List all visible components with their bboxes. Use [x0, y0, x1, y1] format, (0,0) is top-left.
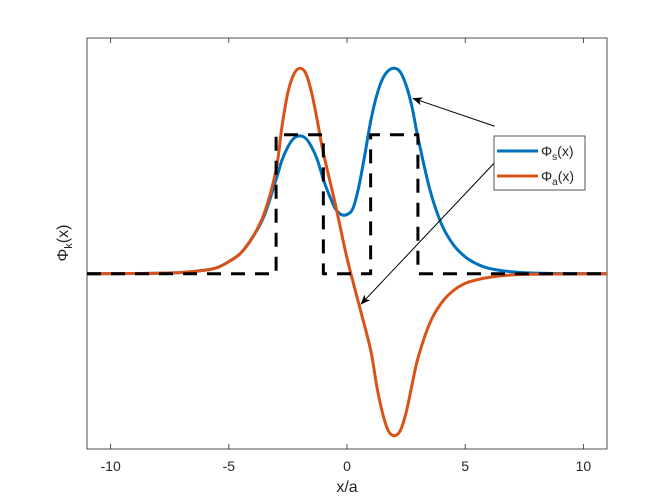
annotation-arrow-1	[360, 162, 496, 305]
tick-layer: -10 -5 0 5 10	[101, 38, 592, 474]
legend-label-s-suffix: (x)	[557, 143, 573, 159]
legend-label-s-sub: s	[552, 152, 557, 163]
legend-label-a-sub: a	[552, 177, 558, 188]
legend: Φs(x) Φa(x)	[493, 135, 586, 191]
x-tick-label: -10	[101, 458, 121, 474]
legend-label-s-base: Φ	[541, 143, 552, 159]
legend-label-s: Φs(x)	[541, 143, 574, 163]
legend-label-a: Φa(x)	[541, 168, 574, 188]
potential-dashed-line	[87, 133, 607, 276]
y-axis-label: Φk(x)	[55, 225, 75, 262]
annotation-arrow-0	[412, 97, 495, 127]
x-tick-label: 10	[576, 458, 592, 474]
x-tick-label: 5	[461, 458, 469, 474]
x-axis-label: x/a	[336, 479, 357, 496]
legend-label-a-base: Φ	[541, 168, 552, 184]
plot-area	[86, 37, 608, 450]
annotation-layer	[360, 97, 496, 305]
legend-label-a-suffix: (x)	[558, 168, 574, 184]
x-tick-label: 0	[343, 458, 351, 474]
y-axis-label-sub: k	[63, 243, 75, 249]
series-line-1	[87, 66, 607, 438]
x-tick-label: -5	[223, 458, 236, 474]
series-layer	[87, 66, 607, 438]
legend-box	[493, 135, 586, 191]
y-axis-label-base: Φ	[55, 249, 72, 262]
y-axis-label-suffix: (x)	[55, 225, 72, 244]
